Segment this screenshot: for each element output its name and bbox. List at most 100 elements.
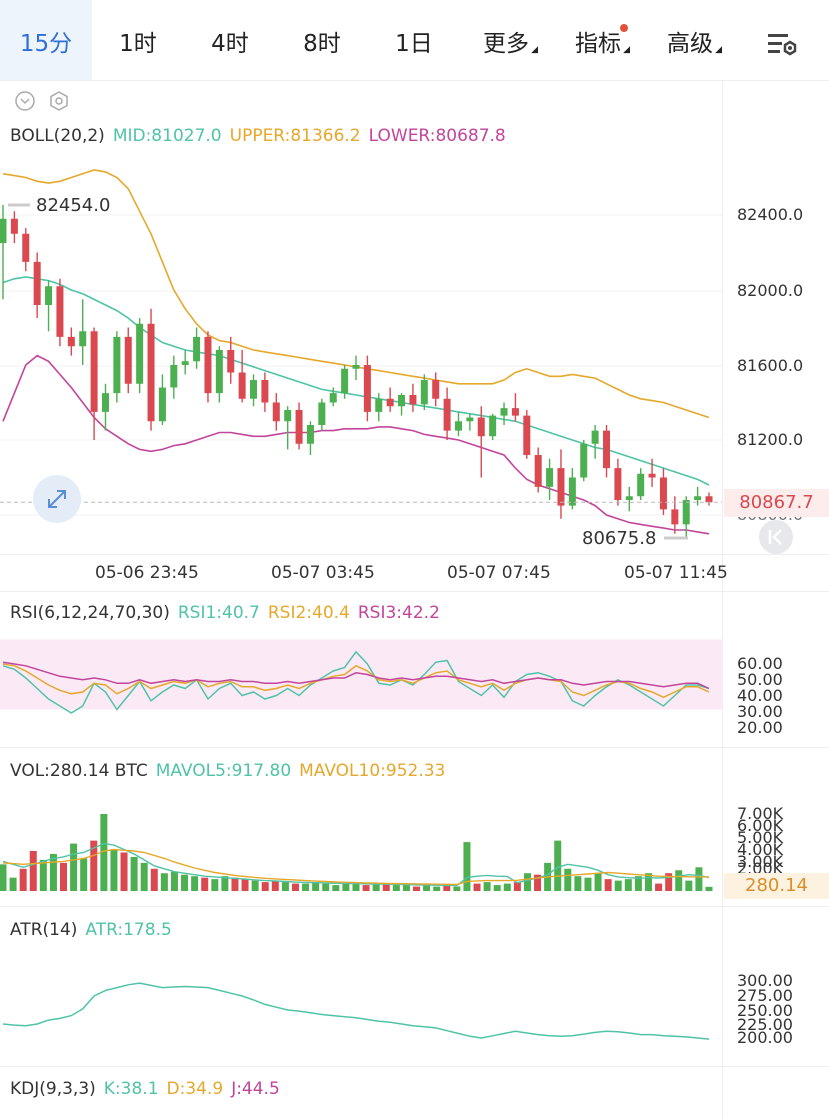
volume-bar	[100, 813, 108, 891]
volume-bar	[322, 883, 330, 891]
current-price-badge: 80867.7	[724, 489, 829, 517]
price-axis-label: 82000.0	[737, 281, 804, 300]
volume-bar	[19, 868, 27, 891]
candle-body	[614, 468, 622, 500]
volume-bar	[342, 883, 350, 891]
volume-bar	[211, 879, 219, 891]
candle-body	[79, 331, 87, 347]
volume-bar	[443, 885, 451, 891]
panel-divider	[0, 747, 829, 748]
vol-legend: VOL:280.14 BTC MAVOL5:917.80 MAVOL10:952.3…	[10, 761, 453, 781]
candle-body	[284, 410, 292, 422]
volume-bar	[221, 876, 229, 891]
candle-body	[443, 398, 451, 431]
dropdown-triangle-icon: ◢	[623, 45, 630, 55]
candle-body	[603, 430, 611, 469]
volume-bar	[90, 840, 98, 891]
candle-body	[158, 387, 166, 422]
volume-bar	[130, 856, 138, 891]
rsi-axis-label: 20.00	[737, 718, 783, 737]
volume-bar	[695, 867, 703, 891]
candle-body	[511, 408, 519, 416]
expand-arrows-icon[interactable]	[33, 475, 81, 523]
candle-body	[22, 233, 30, 262]
panel-divider	[0, 591, 829, 592]
volume-bar	[382, 883, 390, 891]
volume-bar	[392, 885, 400, 891]
volume-bar	[9, 877, 17, 891]
volume-bar	[29, 851, 37, 891]
candle-body	[682, 500, 690, 525]
kdj-j-value: J:44.5	[231, 1079, 280, 1099]
kdj-d-value: D:34.9	[166, 1079, 224, 1099]
tab-1d[interactable]: 1日	[368, 0, 460, 80]
candle-body	[329, 393, 337, 403]
notification-dot-icon	[620, 24, 628, 32]
vol-axis-label: 5.00K	[737, 828, 784, 847]
tab-4h[interactable]: 4时	[184, 0, 276, 80]
volume-bar	[644, 873, 652, 891]
volume-bar	[604, 879, 612, 891]
panel-divider	[0, 906, 829, 907]
candle-body	[352, 365, 360, 369]
hexagon-gear-icon[interactable]	[48, 90, 70, 112]
volume-bar	[655, 883, 663, 891]
volume-bar	[39, 859, 47, 891]
time-axis-label: 05-07 07:45	[447, 563, 551, 583]
tab-label: 8时	[303, 31, 341, 57]
candle-body	[637, 473, 645, 497]
volume-bar	[291, 883, 299, 891]
high-price-label: 82454.0	[36, 195, 111, 216]
kdj-legend: KDJ(9,3,3) K:38.1 D:34.9 J:44.5	[10, 1079, 288, 1099]
mavol10-line	[2, 848, 709, 886]
candle-body	[45, 286, 53, 305]
chart-settings-icon[interactable]	[760, 28, 800, 62]
tab-1h[interactable]: 1时	[92, 0, 184, 80]
volume-bar	[584, 877, 592, 891]
candle-body	[375, 398, 383, 412]
volume-bar	[362, 885, 370, 891]
rsi-rsi3-line	[2, 661, 710, 690]
rsi-axis-label: 50.00	[737, 670, 783, 689]
low-price-label: 80675.8	[582, 528, 657, 549]
boll-lower: LOWER:80687.8	[368, 126, 506, 146]
volume-bar	[554, 840, 562, 891]
candle-body	[204, 336, 212, 394]
rsi2-value: RSI2:40.4	[267, 603, 350, 623]
candle-body	[261, 380, 269, 403]
tab-label: 更多	[483, 31, 529, 57]
candle-body	[33, 261, 41, 305]
volume-bar	[231, 877, 239, 891]
kdj-k-value: K:38.1	[103, 1079, 159, 1099]
tab-8h[interactable]: 8时	[276, 0, 368, 80]
back-to-latest-icon[interactable]	[759, 520, 793, 554]
volume-bar	[302, 883, 310, 891]
candle-body	[489, 415, 497, 437]
candle-body	[557, 468, 565, 506]
candle-body	[0, 218, 7, 244]
atr-legend: ATR(14) ATR:178.5	[10, 920, 180, 940]
price-axis-label: 82400.0	[737, 205, 804, 224]
candle-body	[420, 380, 428, 405]
candle-body	[398, 395, 406, 407]
boll-legend: BOLL(20,2) MID:81027.0 UPPER:81366.2 LOWER:…	[10, 126, 514, 146]
candle-body	[113, 336, 121, 394]
mavol5-line	[2, 842, 710, 887]
chevron-down-circle-icon[interactable]	[14, 90, 36, 112]
volume-bar	[624, 879, 632, 891]
volume-bar	[271, 880, 279, 891]
volume-bar	[614, 880, 622, 891]
candle-body	[124, 336, 132, 384]
tab-indicators[interactable]: 指标 ◢	[552, 0, 644, 80]
tab-more[interactable]: 更多 ◢	[460, 0, 552, 80]
atr-axis-label: 250.00	[737, 1001, 793, 1020]
atr-axis-label: 225.00	[737, 1015, 793, 1034]
rsi1-value: RSI1:40.7	[177, 603, 260, 623]
candle-body	[466, 417, 474, 422]
tab-15m[interactable]: 15分	[0, 0, 92, 80]
tab-advanced[interactable]: 高级 ◢	[644, 0, 736, 80]
candle-body	[295, 410, 303, 444]
candle-body	[90, 331, 98, 412]
rsi-legend: RSI(6,12,24,70,30) RSI1:40.7 RSI2:40.4 RSI3…	[10, 603, 448, 623]
